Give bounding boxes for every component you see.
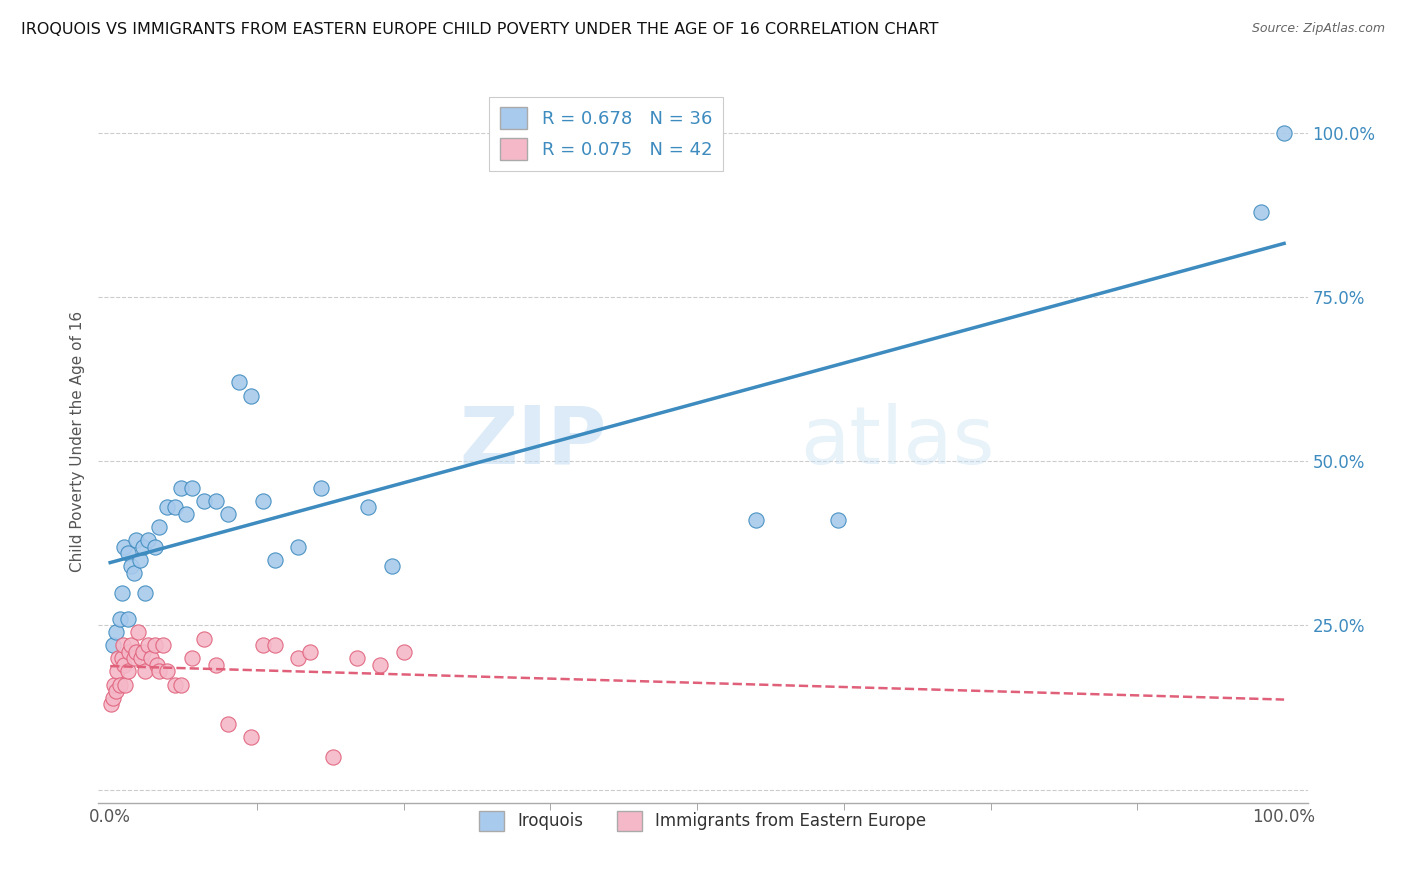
Point [381,559,404,574]
Point [745,513,768,527]
Point [240,388,263,402]
Point [105,665,128,679]
Point [311,481,333,495]
Point [169,481,191,495]
Point [112,540,135,554]
Text: ZIP: ZIP [458,402,606,481]
Point [217,507,239,521]
Text: IROQUOIS VS IMMIGRANTS FROM EASTERN EUROPE CHILD POVERTY UNDER THE AGE OF 16 COR: IROQUOIS VS IMMIGRANTS FROM EASTERN EURO… [21,22,939,37]
Point [125,645,148,659]
Point [112,638,135,652]
Point [118,645,141,659]
Point [105,684,128,698]
Point [204,493,226,508]
Text: Source: ZipAtlas.com: Source: ZipAtlas.com [1251,22,1385,36]
Point [155,665,177,679]
Point [252,638,274,652]
Point [117,546,139,560]
Point [193,632,215,646]
Point [136,533,159,547]
Point [122,566,145,580]
Point [163,677,186,691]
Point [287,540,309,554]
Point [100,698,122,712]
Point [169,677,191,691]
Point [827,513,849,527]
Point [107,651,129,665]
Point [117,612,139,626]
Point [101,690,124,705]
Point [152,638,174,652]
Point [108,612,131,626]
Point [128,553,150,567]
Point [163,500,186,515]
Point [117,665,139,679]
Point [105,625,128,640]
Point [181,481,204,495]
Point [134,665,156,679]
Point [129,651,152,665]
Point [148,665,170,679]
Point [122,651,145,665]
Point [114,677,136,691]
Text: atlas: atlas [800,402,994,481]
Point [176,507,198,521]
Point [263,553,285,567]
Point [125,533,148,547]
Point [228,376,250,390]
Point [368,657,391,672]
Point [127,625,149,640]
Y-axis label: Child Poverty Under the Age of 16: Child Poverty Under the Age of 16 [69,311,84,572]
Legend: Iroquois, Immigrants from Eastern Europe: Iroquois, Immigrants from Eastern Europe [472,805,934,838]
Point [136,638,159,652]
Point [112,657,135,672]
Point [134,585,156,599]
Point [252,493,274,508]
Point [132,540,155,554]
Point [263,638,285,652]
Point [155,500,177,515]
Point [298,645,321,659]
Point [103,677,125,691]
Point [111,585,134,599]
Point [148,520,170,534]
Point [120,559,142,574]
Point [120,638,142,652]
Point [146,657,169,672]
Point [132,645,155,659]
Point [217,717,239,731]
Point [322,749,344,764]
Point [1272,126,1295,140]
Point [101,638,124,652]
Point [143,638,166,652]
Point [240,730,263,744]
Point [111,651,134,665]
Point [357,500,380,515]
Point [346,651,368,665]
Point [287,651,309,665]
Point [193,493,215,508]
Point [143,540,166,554]
Point [108,677,131,691]
Point [141,651,163,665]
Point [392,645,415,659]
Point [181,651,204,665]
Point [1250,204,1272,219]
Point [204,657,226,672]
